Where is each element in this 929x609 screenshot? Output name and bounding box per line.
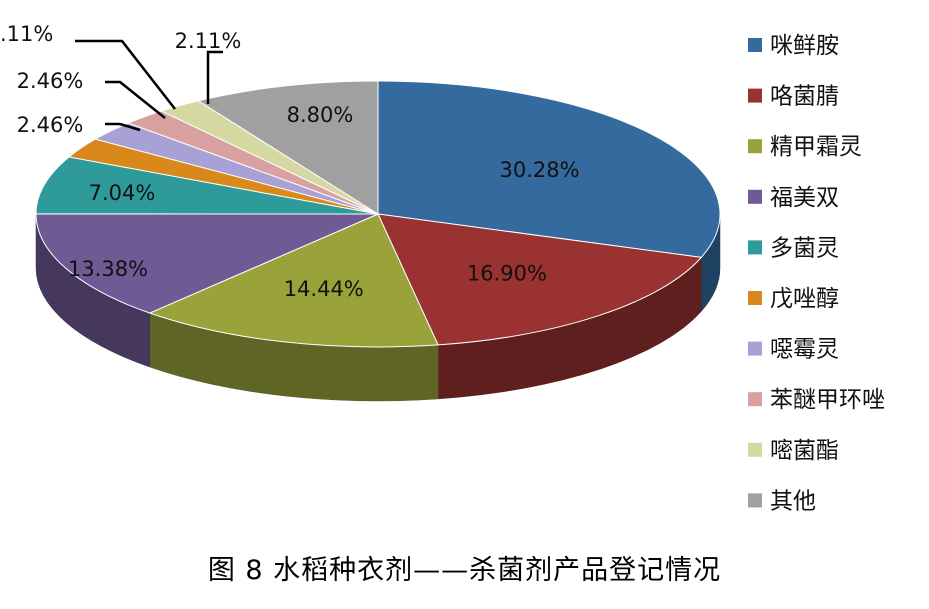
legend-label-9: 嘧菌酯 — [770, 438, 839, 464]
leader-line-9 — [206, 50, 223, 104]
pie-slice-3 — [148, 213, 439, 348]
chart-panel: 30.28% 16.90% 14.44% 13.38% 7.04% 2.46% 2.46% 2… — [0, 22, 885, 515]
data-label-1: 30.28% — [499, 158, 579, 182]
legend-swatch-7 — [748, 341, 762, 356]
legend-swatch-2 — [748, 88, 762, 103]
legend-label-4: 福美双 — [770, 185, 839, 211]
leader-line-7 — [105, 80, 166, 119]
legend-swatch-9 — [748, 442, 762, 457]
data-label-5: 7.04% — [89, 181, 156, 205]
legend-swatch-4 — [748, 189, 762, 204]
figure-caption: 图 8 水稻种衣剂——杀菌剂产品登记情况 — [207, 555, 722, 586]
legend-label-8: 苯醚甲环唑 — [770, 387, 885, 413]
legend-label-6: 戊唑醇 — [770, 286, 839, 312]
data-label-6: 2.46% — [17, 113, 84, 137]
data-labels: 30.28% 16.90% 14.44% 13.38% 7.04% 2.46% 2.46% 2… — [0, 22, 580, 301]
data-label-8: 2.11% — [0, 22, 53, 46]
data-label-2: 16.90% — [467, 262, 547, 286]
legend-label-1: 咪鲜胺 — [770, 33, 839, 59]
pie-slice-4 — [35, 213, 379, 314]
legend-swatch-5 — [748, 240, 762, 255]
pie-slice-2 — [377, 213, 703, 346]
data-label-10: 8.80% — [287, 103, 354, 127]
data-label-9: 2.11% — [175, 29, 242, 53]
leader-lines — [75, 39, 223, 132]
legend-swatch-1 — [748, 38, 762, 52]
legend-label-7: 噁霉灵 — [770, 337, 839, 363]
pie-slices — [35, 80, 721, 348]
legend-label-5: 多菌灵 — [770, 235, 839, 261]
legend-swatch-8 — [748, 392, 762, 407]
leader-line-6 — [105, 122, 141, 132]
pie-sides — [35, 213, 721, 402]
data-label-3: 14.44% — [284, 277, 364, 301]
pie-chart: 30.28% 16.90% 14.44% 13.38% 7.04% 2.46% 2.46% 2… — [0, 22, 885, 514]
legend-swatch-3 — [748, 139, 762, 154]
legend-label-2: 咯菌腈 — [770, 84, 839, 110]
pie-slice-1 — [377, 80, 721, 258]
legend-swatch-10 — [748, 493, 762, 508]
data-label-4: 13.38% — [68, 257, 148, 281]
data-label-7: 2.46% — [17, 69, 84, 93]
legend-label-3: 精甲霜灵 — [770, 134, 862, 160]
leader-line-8 — [75, 39, 176, 110]
pie-slice-5 — [35, 156, 379, 215]
legend-label-10: 其他 — [770, 488, 816, 514]
legend-swatch-6 — [748, 291, 762, 305]
